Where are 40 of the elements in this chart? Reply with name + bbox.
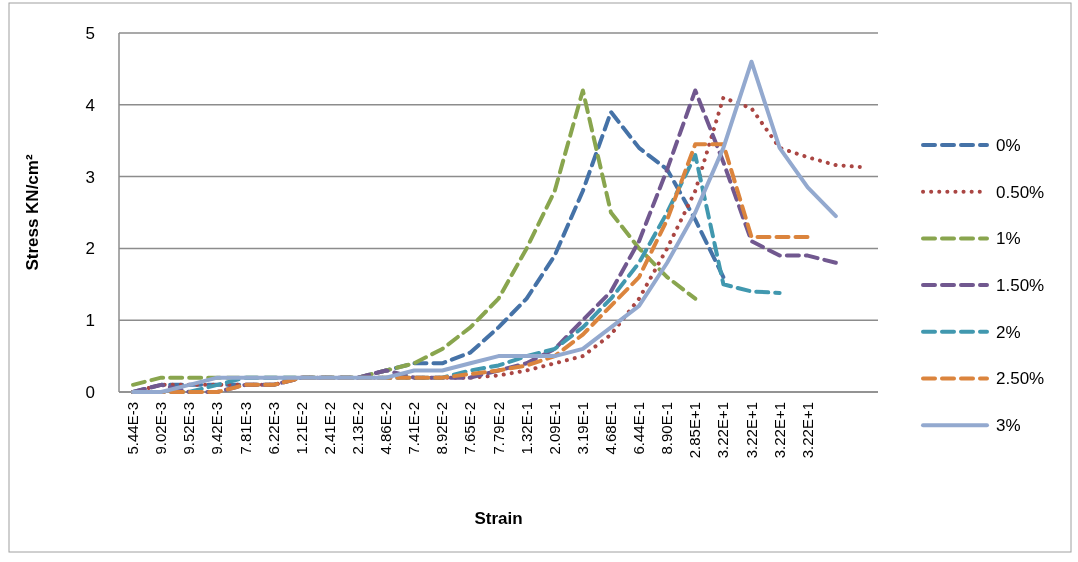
x-tick-label: 7.65E-2: [461, 402, 479, 455]
x-tick-label: 1.21E-2: [292, 402, 310, 455]
x-tick-label: 3.22E+1: [798, 402, 816, 459]
legend-label: 2%: [996, 322, 1021, 342]
x-tick-label: 2.13E-2: [348, 402, 366, 455]
x-tick-label: 3.22E+1: [742, 402, 760, 459]
x-tick-label: 6.22E-3: [264, 402, 282, 455]
x-tick-label: 3.22E+1: [714, 402, 732, 459]
x-tick-label: 5.44E-3: [124, 402, 142, 455]
x-tick-label: 7.41E-2: [405, 402, 423, 455]
x-tick-label: 9.02E-3: [152, 402, 170, 455]
y-tick-label: 5: [85, 23, 95, 43]
y-tick-label: 0: [85, 382, 95, 402]
legend-label: 2.50%: [996, 369, 1045, 389]
x-axis-title: Strain: [474, 509, 523, 528]
x-tick-label: 2.85E+1: [686, 402, 704, 459]
x-tick-label: 8.90E-1: [658, 402, 676, 455]
x-tick-label: 6.44E-1: [630, 402, 648, 455]
y-tick-label: 3: [85, 167, 95, 187]
legend-label: 3%: [996, 416, 1021, 436]
legend-label: 1%: [996, 229, 1021, 249]
x-tick-label: 8.92E-2: [433, 402, 451, 455]
x-tick-label: 4.86E-2: [377, 402, 395, 455]
legend-label: 1.50%: [996, 276, 1045, 296]
y-tick-label: 4: [85, 95, 95, 115]
x-tick-label: 9.42E-3: [208, 402, 226, 455]
x-tick-label: 1.32E-1: [517, 402, 535, 455]
x-tick-label: 2.41E-2: [320, 402, 338, 455]
x-tick-label: 7.81E-3: [236, 402, 254, 455]
x-tick-label: 9.52E-3: [180, 402, 198, 455]
y-tick-label: 1: [85, 311, 95, 331]
y-tick-label: 2: [85, 239, 95, 259]
x-tick-label: 3.22E+1: [770, 402, 788, 459]
x-tick-label: 2.09E-1: [545, 402, 563, 455]
y-axis-title: Stress KN/cm²: [23, 154, 42, 271]
x-tick-label: 4.68E-1: [601, 402, 619, 455]
x-tick-label: 3.19E-1: [573, 402, 591, 455]
x-tick-label: 7.79E-2: [489, 402, 507, 455]
legend-label: 0.50%: [996, 182, 1045, 202]
legend-label: 0%: [996, 135, 1021, 155]
